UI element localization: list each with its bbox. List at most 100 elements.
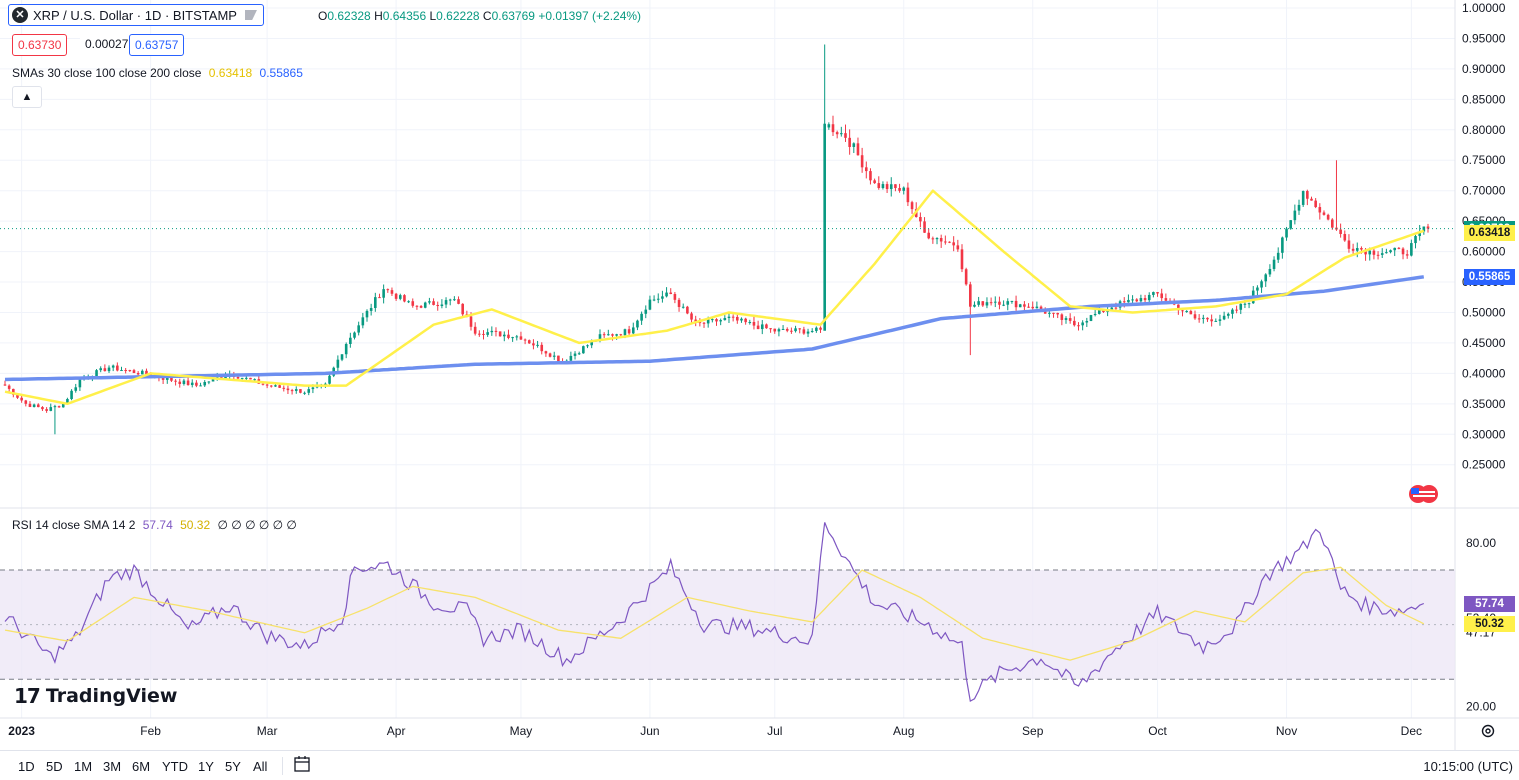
candle-body	[532, 343, 535, 346]
chart-canvas[interactable]: 1.00000 0.95000 0.90000 0.85000 0.80000 0.750…	[0, 0, 1519, 750]
candle-body	[199, 385, 202, 387]
candle-body	[174, 380, 177, 382]
buy-price-button[interactable]: 0.63757	[129, 34, 185, 56]
candle-body	[736, 316, 739, 321]
symbol-header[interactable]: ✕ XRP / U.S. Dollar · 1D · BITSTAMP	[8, 4, 264, 26]
gear-icon[interactable]	[1480, 723, 1496, 739]
candle-body	[844, 133, 847, 138]
calendar-range-icon[interactable]	[293, 755, 311, 773]
price-axis-label: 0.45000	[1462, 336, 1506, 350]
candle-body	[669, 292, 673, 295]
candle-body	[224, 376, 227, 379]
candle-body	[1093, 313, 1097, 316]
candle-body	[519, 336, 523, 340]
candle-body	[881, 184, 885, 189]
sma30-line	[4, 189, 1425, 406]
candle-body	[723, 318, 727, 321]
candle-body	[1239, 303, 1243, 310]
candle-body	[1006, 301, 1010, 305]
time-axis-label: Nov	[1276, 724, 1297, 738]
candle-body	[619, 334, 623, 336]
candle-body	[473, 326, 477, 334]
candle-body	[1085, 320, 1089, 323]
candle-body	[969, 284, 972, 307]
candle-body	[1147, 294, 1151, 301]
candle-body	[1089, 315, 1093, 321]
candle-body	[1322, 212, 1326, 215]
candle-body	[523, 339, 527, 341]
candle-body	[527, 340, 531, 344]
candle-body	[744, 318, 747, 323]
range-3m-button[interactable]: 3M	[103, 759, 122, 774]
candle-body	[552, 355, 556, 357]
candle-body	[1264, 274, 1268, 282]
candle-body	[28, 403, 32, 408]
candle-body	[1189, 310, 1193, 315]
price-axis-label: 0.70000	[1462, 184, 1506, 198]
candle-body	[615, 334, 618, 336]
price-axis-label: 0.35000	[1462, 397, 1506, 411]
candle-body	[278, 385, 281, 388]
candle-body	[361, 317, 365, 326]
candle-body	[819, 327, 822, 330]
candle-body	[1097, 309, 1101, 314]
candle-body	[498, 331, 502, 337]
sma-legend[interactable]: SMAs 30 close 100 close 200 close 0.6341…	[12, 66, 303, 80]
candle-body	[1077, 325, 1080, 327]
range-1y-button[interactable]: 1Y	[198, 759, 214, 774]
candle-body	[1197, 318, 1201, 320]
us-flag-events-icon[interactable]	[1407, 483, 1441, 505]
candle-body	[731, 316, 735, 318]
rsi-legend[interactable]: RSI 14 close SMA 14 2 57.74 50.32 ∅ ∅ ∅ …	[12, 518, 297, 532]
candle-body	[66, 399, 69, 404]
candle-body	[507, 334, 510, 338]
candle-body	[365, 310, 369, 318]
candle-body	[70, 390, 73, 400]
price-axis-label: 0.30000	[1462, 427, 1506, 441]
collapse-legend-button[interactable]: ▲	[12, 86, 42, 108]
range-6m-button[interactable]: 6M	[132, 759, 151, 774]
rsi-legend-label: RSI 14 close SMA 14 2	[12, 518, 136, 532]
sell-price-button[interactable]: 0.63730	[12, 34, 68, 56]
candle-body	[336, 359, 340, 368]
candle-body	[1339, 229, 1342, 234]
candle-body	[120, 370, 123, 372]
range-ytd-button[interactable]: YTD	[162, 759, 188, 774]
candle-body	[598, 334, 602, 341]
candle-body	[49, 407, 53, 411]
price-axis-label: 1.00000	[1462, 1, 1506, 15]
candle-body	[590, 340, 593, 346]
flag-marker-icon[interactable]	[244, 10, 257, 20]
candle-body	[636, 320, 639, 328]
price-axis-label: 0.95000	[1462, 31, 1506, 45]
candle-body	[1202, 317, 1205, 319]
candle-body	[1343, 233, 1347, 241]
candle-body	[694, 319, 697, 323]
candle-body	[428, 301, 431, 303]
candle-body	[99, 368, 102, 371]
candle-body	[457, 299, 460, 304]
candle-body	[1152, 292, 1155, 295]
range-1m-button[interactable]: 1M	[74, 759, 93, 774]
candle-body	[145, 370, 148, 375]
range-1d-button[interactable]: 1D	[18, 759, 35, 774]
candle-body	[1326, 214, 1330, 220]
timezone-button[interactable]: 10:15:00 (UTC)	[1423, 759, 1513, 774]
tradingview-logo[interactable]: 17 TradingView	[14, 684, 177, 708]
candle-body	[36, 404, 40, 408]
sma200-legend-value: 0.55865	[259, 66, 303, 80]
candle-body	[902, 187, 906, 191]
candle-body	[661, 296, 664, 299]
range-5d-button[interactable]: 5D	[46, 759, 63, 774]
candle-body	[760, 324, 764, 330]
range-5y-button[interactable]: 5Y	[225, 759, 241, 774]
candle-body	[677, 299, 681, 307]
candle-body	[1380, 253, 1384, 255]
candle-body	[386, 289, 390, 291]
candle-body	[827, 124, 831, 128]
price-axis-label: 0.80000	[1462, 123, 1506, 137]
candle-body	[1231, 309, 1234, 314]
range-all-button[interactable]: All	[253, 759, 268, 774]
candle-body	[307, 389, 311, 393]
candle-body	[515, 336, 519, 338]
